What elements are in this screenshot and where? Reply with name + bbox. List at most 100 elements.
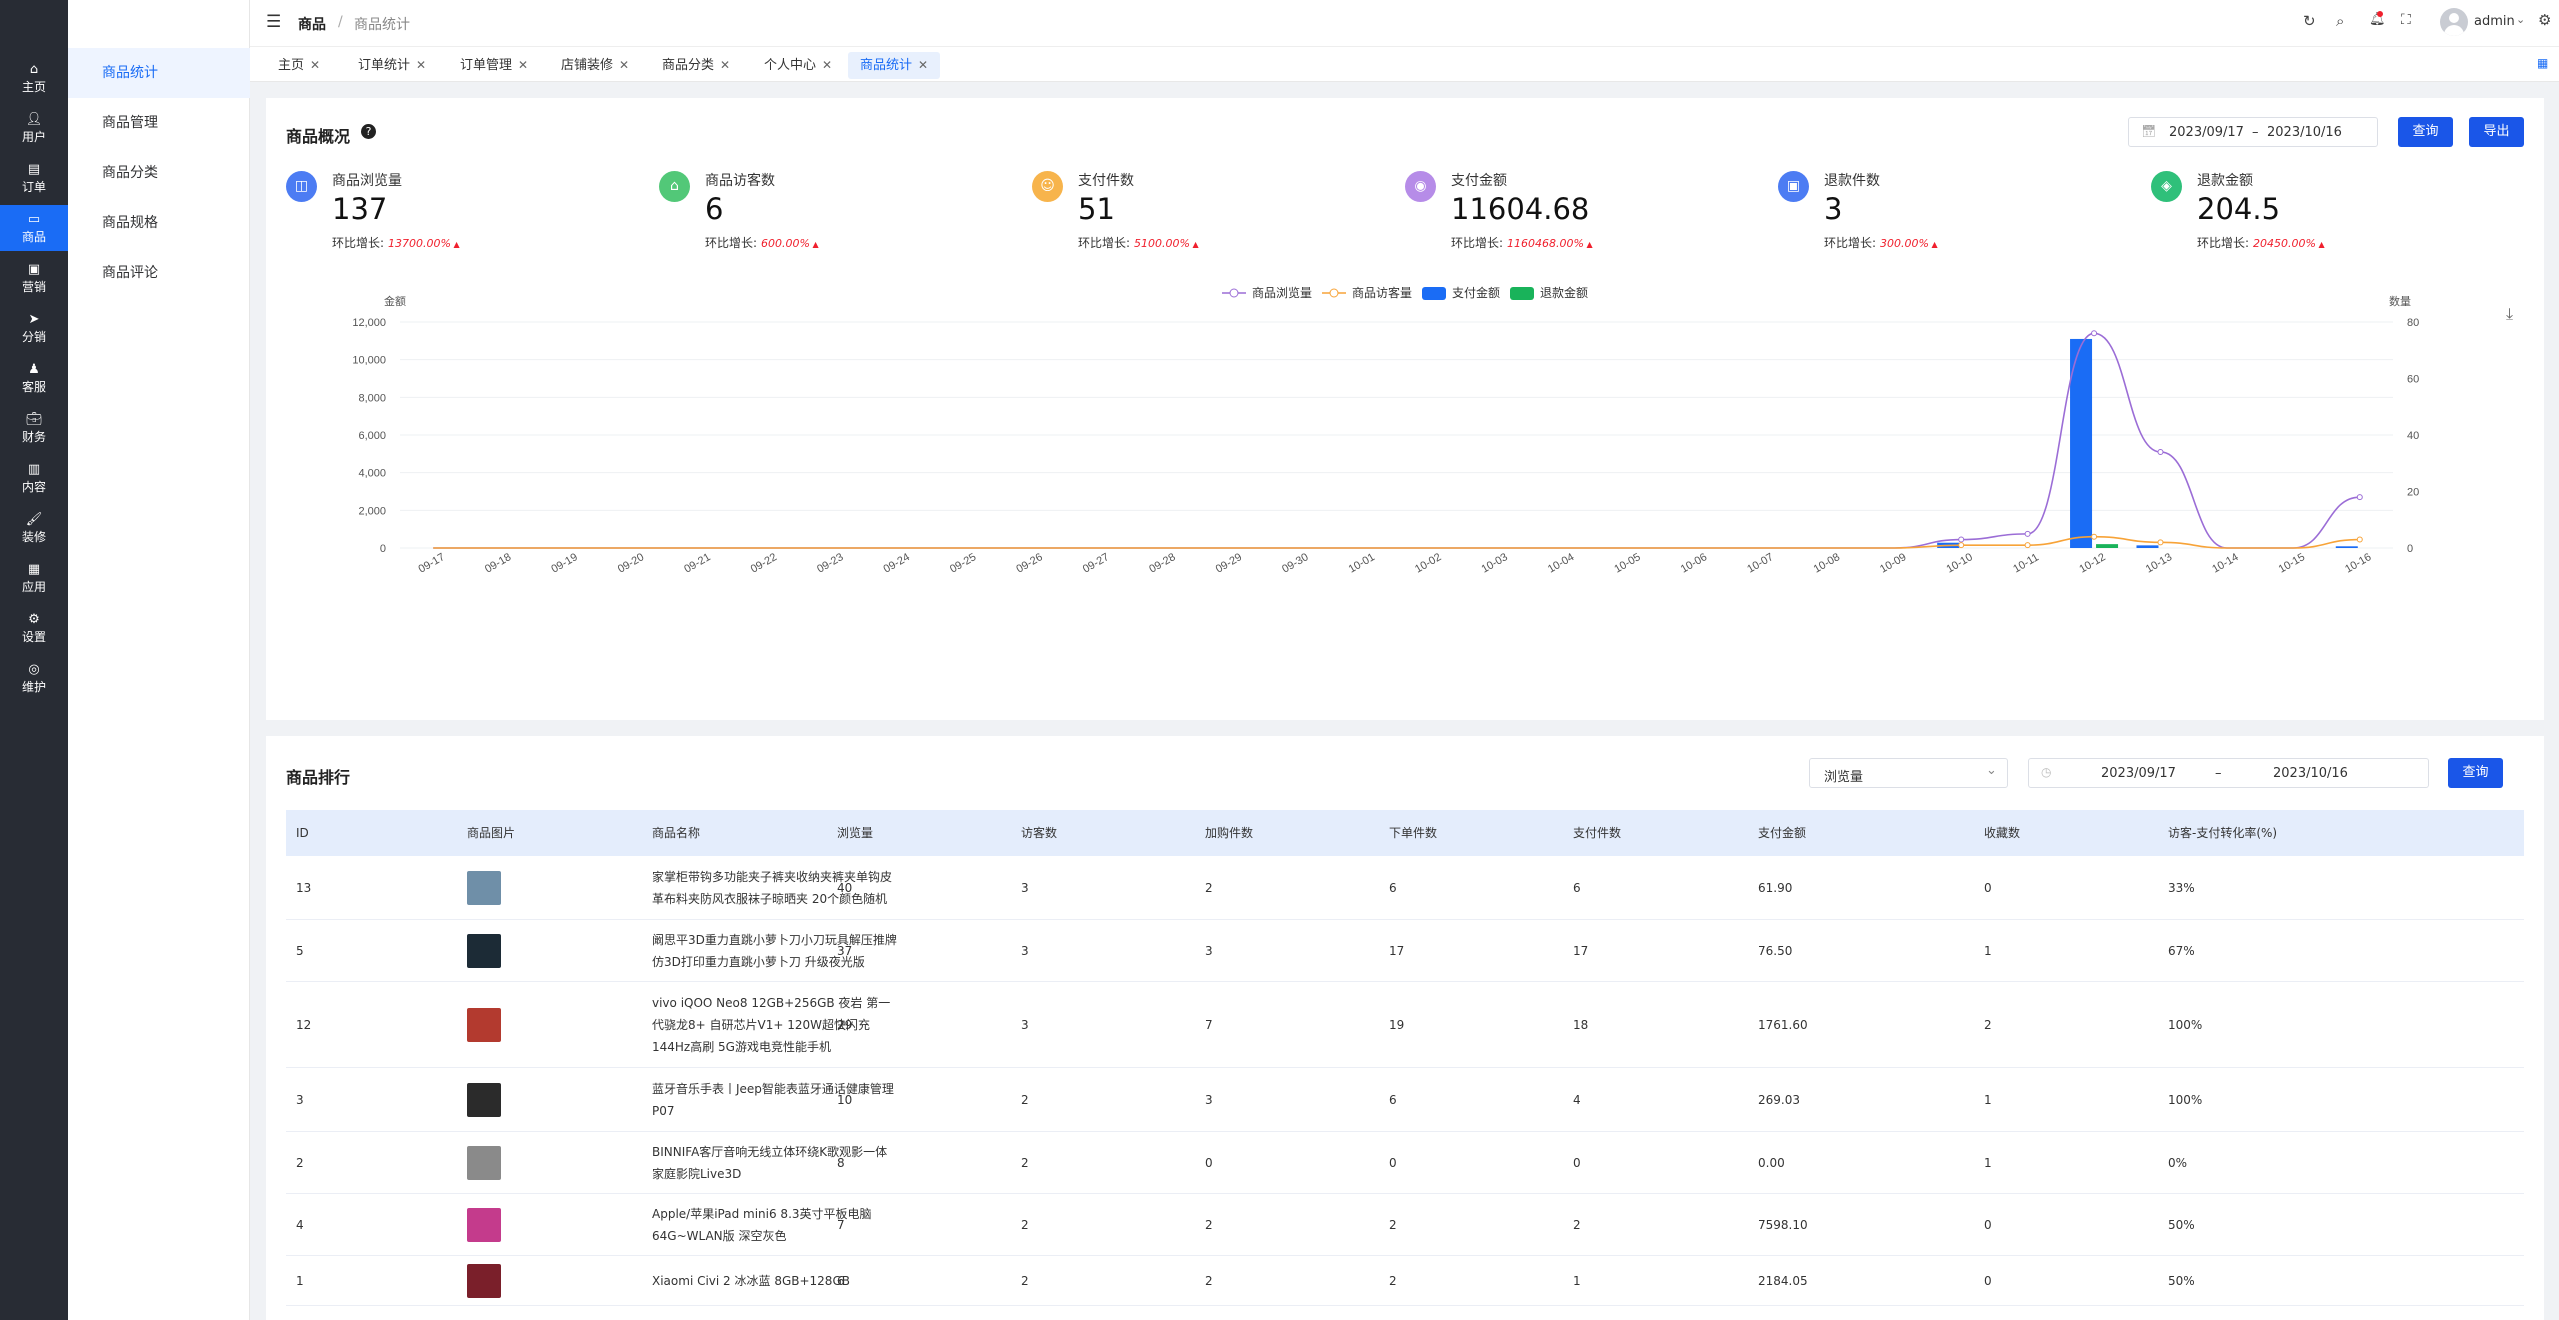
x-tick-label: 10-09 [1878,551,1908,575]
main-sidebar: ⌂ 主页 👤︎ 用户 ▤ 订单 ▭ 商品 ▣ 营销 ➤ 分销 ♟ 客服 💼︎ 财务 ▥ 内容 🖌︎ 装修 ▦ 应用 ⚙ 设置 ◎… [0,0,68,1320]
ranking-date-end[interactable]: 2023/10/16 [2273,766,2348,781]
cell-rate: 33% [2168,881,2195,895]
product-thumbnail[interactable] [467,934,501,968]
x-tick-label: 09-17 [417,551,447,575]
cell-name: 家掌柜带钩多功能夹子裤夹收纳夹裤夹单钩皮革布料夹防风衣服袜子晾晒夹 20个颜色随… [652,870,893,906]
tab-item[interactable]: 订单统计 ✕ [346,52,438,79]
sidebar-item-marketing[interactable]: ▣ 营销 [0,255,68,301]
kpi-growth: 环比增长: 20450.00% ▲ [2197,234,2325,251]
sidebar-item-content[interactable]: ▥ 内容 [0,455,68,501]
close-icon[interactable]: ✕ [619,58,630,72]
notification-bell-icon[interactable]: 🔔︎ [2369,11,2386,27]
cell-name: Xiaomi Civi 2 冰冰蓝 8GB+128GB [652,1274,850,1288]
submenu-item[interactable]: 商品管理 [102,115,158,131]
cell-cart: 2 [1205,1218,1213,1232]
kpi-value: 11604.68 [1451,192,1590,226]
overview-date-separator: – [2252,125,2259,140]
close-icon[interactable]: ✕ [518,58,529,72]
sidebar-item-order[interactable]: ▤ 订单 [0,155,68,201]
product-thumbnail[interactable] [467,871,501,905]
sidebar-item-service[interactable]: ♟ 客服 [0,355,68,401]
sidebar-item-finance[interactable]: 💼︎ 财务 [0,405,68,451]
x-tick-label: 10-04 [1546,551,1576,575]
cell-paid: 18 [1573,1018,1589,1032]
sort-select[interactable]: 浏览量 ⌄ [1809,758,2008,788]
overview-query-button[interactable]: 查询 [2398,117,2453,147]
table-row[interactable]: 5 阚思平3D重力直跳小萝卜刀小刀玩具解压推牌仿3D打印重力直跳小萝卜刀 升级夜光… [286,920,2524,982]
tab-item[interactable]: 商品统计 ✕ [848,52,941,79]
sidebar-item-goods[interactable]: ▭ 商品 [0,205,68,251]
tab-item[interactable]: 商品分类 ✕ [650,52,742,79]
ranking-date-range[interactable]: ◷ 2023/09/17 – 2023/10/16 [2028,758,2429,788]
sidebar-item-distribution[interactable]: ➤ 分销 [0,305,68,351]
table-row[interactable]: 4 Apple/苹果iPad mini6 8.3英寸平板电脑 64G~WLAN版 … [286,1194,2524,1256]
tab-item[interactable]: 店铺装修 ✕ [549,52,641,79]
submenu-item[interactable]: 商品分类 [102,165,158,181]
table-row[interactable]: 2 BINNIFA客厅音响无线立体环绕K歌观影一体家庭影院Live3D 8 2 0 0 0 0… [286,1132,2524,1194]
order-icon: ▤ [27,162,41,177]
settings-icon: ⚙ [28,612,40,627]
tab-item[interactable]: 订单管理 ✕ [448,52,540,79]
tab-item[interactable]: 主页 ✕ [266,52,332,79]
submenu-item[interactable]: 商品规格 [102,215,158,231]
close-icon[interactable]: ✕ [918,58,929,72]
menu-toggle-icon[interactable]: ☰ [266,12,282,32]
export-button[interactable]: 导出 [2469,117,2524,147]
cell-amount: 269.03 [1758,1093,1800,1107]
distribution-icon: ➤ [28,312,40,327]
sidebar-item-maintain[interactable]: ◎ 维护 [0,655,68,701]
tab-layout-icon[interactable]: ▦ [2537,56,2549,70]
ranking-table: ID 商品图片 商品名称 浏览量 访客数 加购件数 下单件数 支付件数 支付金额 收藏数 访客-支付… [286,810,2524,1320]
submenu-item[interactable]: 商品统计 [68,48,250,98]
breadcrumb-root[interactable]: 商品 [298,17,326,33]
tab-item[interactable]: 个人中心 ✕ [752,52,844,79]
download-icon[interactable]: ⤓ [2506,304,2514,323]
avatar[interactable] [2440,8,2468,36]
cell-rate: 100% [2168,1018,2203,1032]
cell-amount: 76.50 [1758,944,1793,958]
product-thumbnail[interactable] [467,1146,501,1180]
help-icon[interactable]: ? [361,124,376,139]
ranking-date-start[interactable]: 2023/09/17 [2101,766,2176,781]
user-dropdown-icon[interactable]: ⌄ [2516,13,2526,26]
sidebar-item-user[interactable]: 👤︎ 用户 [0,105,68,151]
calendar-icon: 📅︎ [2141,124,2157,138]
table-row[interactable]: 13 家掌柜带钩多功能夹子裤夹收纳夹裤夹单钩皮革布料夹防风衣服袜子晾晒夹 20个颜… [286,856,2524,920]
search-icon[interactable]: ⌕ [2336,12,2345,30]
settings-gear-icon[interactable]: ⚙ [2538,11,2552,29]
submenu-item[interactable]: 商品评论 [102,265,158,281]
cell-orders: 6 [1389,881,1397,895]
cell-paid: 6 [1573,881,1581,895]
table-row[interactable]: 1 Xiaomi Civi 2 冰冰蓝 8GB+128GB 6 2 2 2 1 2184.05… [286,1256,2524,1306]
cell-fav: 1 [1984,1156,1992,1170]
product-thumbnail[interactable] [467,1008,501,1042]
username[interactable]: admin [2474,14,2515,29]
product-thumbnail[interactable] [467,1208,501,1242]
product-thumbnail[interactable] [467,1264,501,1298]
close-icon[interactable]: ✕ [416,58,427,72]
kpi-growth: 环比增长: 1160468.00% ▲ [1451,234,1593,251]
close-icon[interactable]: ✕ [822,58,833,72]
overview-date-start[interactable]: 2023/09/17 [2169,125,2244,140]
sidebar-item-apps[interactable]: ▦ 应用 [0,555,68,601]
sidebar-item-home[interactable]: ⌂ 主页 [0,55,68,101]
x-tick-label: 09-22 [749,551,779,575]
overview-date-range[interactable]: 📅︎ 2023/09/17 – 2023/10/16 [2128,117,2378,147]
decorate-icon: 🖌︎ [25,512,43,527]
kpi-value: 3 [1824,192,1843,226]
product-thumbnail[interactable] [467,1083,501,1117]
kpi-growth: 环比增长: 600.00% ▲ [705,234,819,251]
close-icon[interactable]: ✕ [310,58,321,72]
sidebar-item-settings[interactable]: ⚙ 设置 [0,605,68,651]
refresh-icon[interactable]: ↻ [2303,12,2316,30]
x-tick-label: 09-25 [948,551,978,575]
sidebar-item-decorate[interactable]: 🖌︎ 装修 [0,505,68,551]
sidebar-item-label: 用户 [21,130,46,144]
ranking-query-button[interactable]: 查询 [2448,758,2503,788]
overview-date-end[interactable]: 2023/10/16 [2267,125,2342,140]
table-row[interactable]: 12 vivo iQOO Neo8 12GB+256GB 夜岩 第一代骁龙8+ 自… [286,982,2524,1068]
fullscreen-icon[interactable]: ⛶ [2401,12,2411,28]
table-row[interactable]: 3 蓝牙音乐手表丨Jeep智能表蓝牙通话健康管理P07 10 2 3 6 4 269.03 1 1… [286,1068,2524,1132]
close-icon[interactable]: ✕ [720,58,731,72]
tab-label: 主页 [278,58,305,73]
